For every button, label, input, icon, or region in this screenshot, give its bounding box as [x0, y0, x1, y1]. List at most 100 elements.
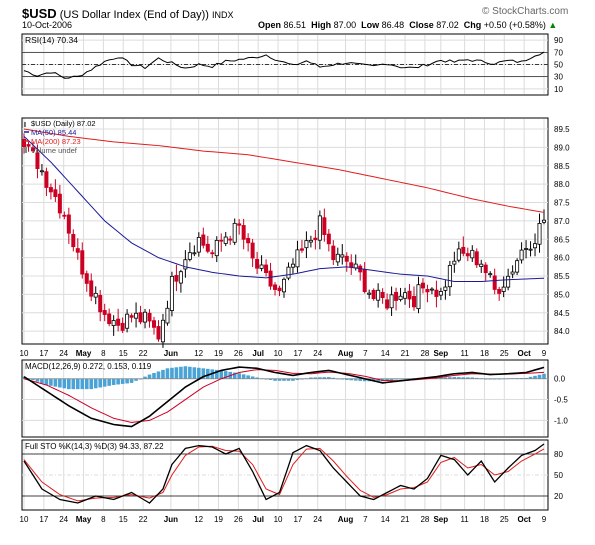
candle-body [143, 311, 148, 323]
candle-body [201, 234, 206, 246]
candle-body [156, 326, 161, 340]
rsi-line [23, 51, 545, 79]
macd-histogram-bar [322, 377, 327, 379]
rsi-tick-label: 10 [554, 85, 563, 94]
macd-histogram-bar [84, 378, 89, 390]
candle-body [340, 254, 345, 258]
candle-body [30, 147, 35, 152]
panel-frame-price [21, 117, 549, 345]
macd-histogram-bar [241, 374, 246, 379]
macd-histogram-bar [537, 374, 542, 379]
candle-body [420, 282, 425, 289]
candle-body [483, 264, 488, 274]
macd-histogram-bar [353, 378, 358, 381]
macd-histogram-bar [111, 378, 116, 385]
candle-body [344, 255, 349, 262]
candle-body [62, 214, 67, 217]
macd-histogram-bar [205, 368, 210, 379]
xaxis-label-top: Jun [164, 349, 178, 358]
xaxis-label-top: 9 [542, 349, 547, 358]
macd-histogram-bar [165, 368, 170, 379]
xaxis-label-top: 10 [20, 349, 29, 358]
price-tick-label: 86.0 [554, 254, 570, 263]
sto-d-line [23, 445, 545, 502]
xaxis-label-bottom: May [76, 515, 92, 524]
stockcharts-logo[interactable]: © StockCharts.com [482, 6, 569, 17]
candle-body [160, 319, 165, 343]
candle-body [308, 239, 313, 243]
xaxis-label-bottom: 28 [420, 515, 429, 524]
candle-body [398, 295, 403, 300]
candle-body [125, 313, 130, 329]
candle-body [367, 292, 372, 295]
price-tick-label: 87.5 [554, 199, 570, 208]
candle-body [165, 307, 170, 324]
candle-body [353, 263, 358, 269]
macd-signal-line [23, 369, 545, 423]
macd-histogram-bar [448, 377, 452, 379]
xaxis-label-bottom: 17 [39, 515, 48, 524]
candle-body [98, 295, 103, 313]
xaxis-label-top: May [76, 349, 92, 358]
macd-histogram-bar [98, 378, 103, 388]
candle-body [443, 286, 448, 291]
candle-body [44, 171, 49, 188]
macd-histogram-bar [295, 378, 300, 380]
candle-body [277, 287, 282, 292]
macd-histogram-bar [147, 374, 152, 379]
candle-body [174, 275, 179, 282]
macd-histogram-bar [58, 378, 62, 388]
macd-histogram-bar [344, 378, 349, 380]
macd-histogram-bar [31, 378, 35, 380]
sto-tick-label: 20 [554, 492, 563, 501]
macd-histogram-bar [129, 378, 134, 383]
high-label: High [311, 20, 332, 30]
candle-body [429, 288, 434, 291]
xaxis-label-bottom: 25 [500, 515, 509, 524]
close-label: Close [409, 20, 434, 30]
xaxis-label-bottom: Jun [164, 515, 178, 524]
macd-histogram-bar [143, 376, 147, 379]
candle-body [299, 248, 304, 251]
price-tick-label: 89.0 [554, 143, 570, 152]
macd-histogram-bar [528, 376, 533, 379]
macd-histogram-bar [376, 378, 380, 382]
chart-title: $USD (US Dollar Index (End of Day)) INDX [22, 6, 234, 21]
candle-body [219, 239, 224, 242]
candle-body [183, 259, 188, 270]
macd-histogram-bar [102, 378, 107, 387]
xaxis-label-top: 18 [480, 349, 489, 358]
price-legend-ma200: MA(200) 87.23 [31, 137, 81, 146]
macd-histogram-bar [452, 377, 457, 379]
price-tick-label: 85.0 [554, 290, 570, 299]
xaxis-label-bottom: 17 [293, 515, 302, 524]
candle-body [515, 260, 520, 273]
macd-histogram-bar [398, 378, 403, 380]
xaxis-label-bottom: 9 [542, 515, 547, 524]
candle-body [89, 280, 94, 297]
macd-histogram-bar [483, 378, 488, 380]
candle-body [21, 138, 26, 148]
candle-body [403, 292, 408, 299]
rsi-tick-label: 90 [554, 36, 563, 45]
macd-histogram-bar [232, 372, 237, 379]
candle-body [39, 170, 44, 173]
candle-body [313, 237, 318, 241]
macd-histogram-bar [268, 378, 273, 380]
close-value: 87.02 [436, 20, 459, 30]
xaxis-label-bottom: 18 [480, 515, 489, 524]
candle-body [389, 294, 394, 309]
macd-histogram-bar [264, 378, 268, 380]
price-tick-label: 88.5 [554, 162, 570, 171]
macd-histogram-bar [313, 377, 318, 379]
candle-body [187, 252, 192, 260]
candle-body [232, 222, 237, 243]
xaxis-label-top: 12 [194, 349, 203, 358]
macd-histogram-bar [318, 377, 322, 379]
price-tick-label: 89.5 [554, 125, 570, 134]
xaxis-label-bottom: 22 [139, 515, 148, 524]
candle-body [286, 266, 291, 279]
macd-histogram-bar [174, 367, 179, 379]
macd-histogram-bar [156, 371, 161, 379]
candle-body [295, 249, 300, 268]
